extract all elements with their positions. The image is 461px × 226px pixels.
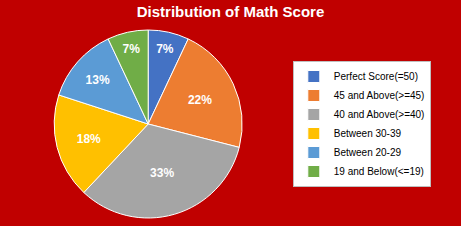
svg-text:Between 20-29: Between 20-29 <box>334 147 402 158</box>
svg-text:13%: 13% <box>86 73 110 87</box>
svg-text:Between 30-39: Between 30-39 <box>334 128 402 139</box>
svg-text:40 and Above(>=40): 40 and Above(>=40) <box>334 109 425 120</box>
svg-text:Perfect Score(=50): Perfect Score(=50) <box>334 71 418 82</box>
svg-text:22%: 22% <box>188 93 212 107</box>
svg-text:7%: 7% <box>123 42 141 56</box>
svg-text:7%: 7% <box>156 42 174 56</box>
svg-text:Distribution of Math Score: Distribution of Math Score <box>137 3 325 20</box>
svg-text:18%: 18% <box>77 132 101 146</box>
svg-text:33%: 33% <box>150 166 174 180</box>
svg-text:19 and Below(<=19): 19 and Below(<=19) <box>334 166 424 177</box>
svg-text:45 and Above(>=45): 45 and Above(>=45) <box>334 90 425 101</box>
